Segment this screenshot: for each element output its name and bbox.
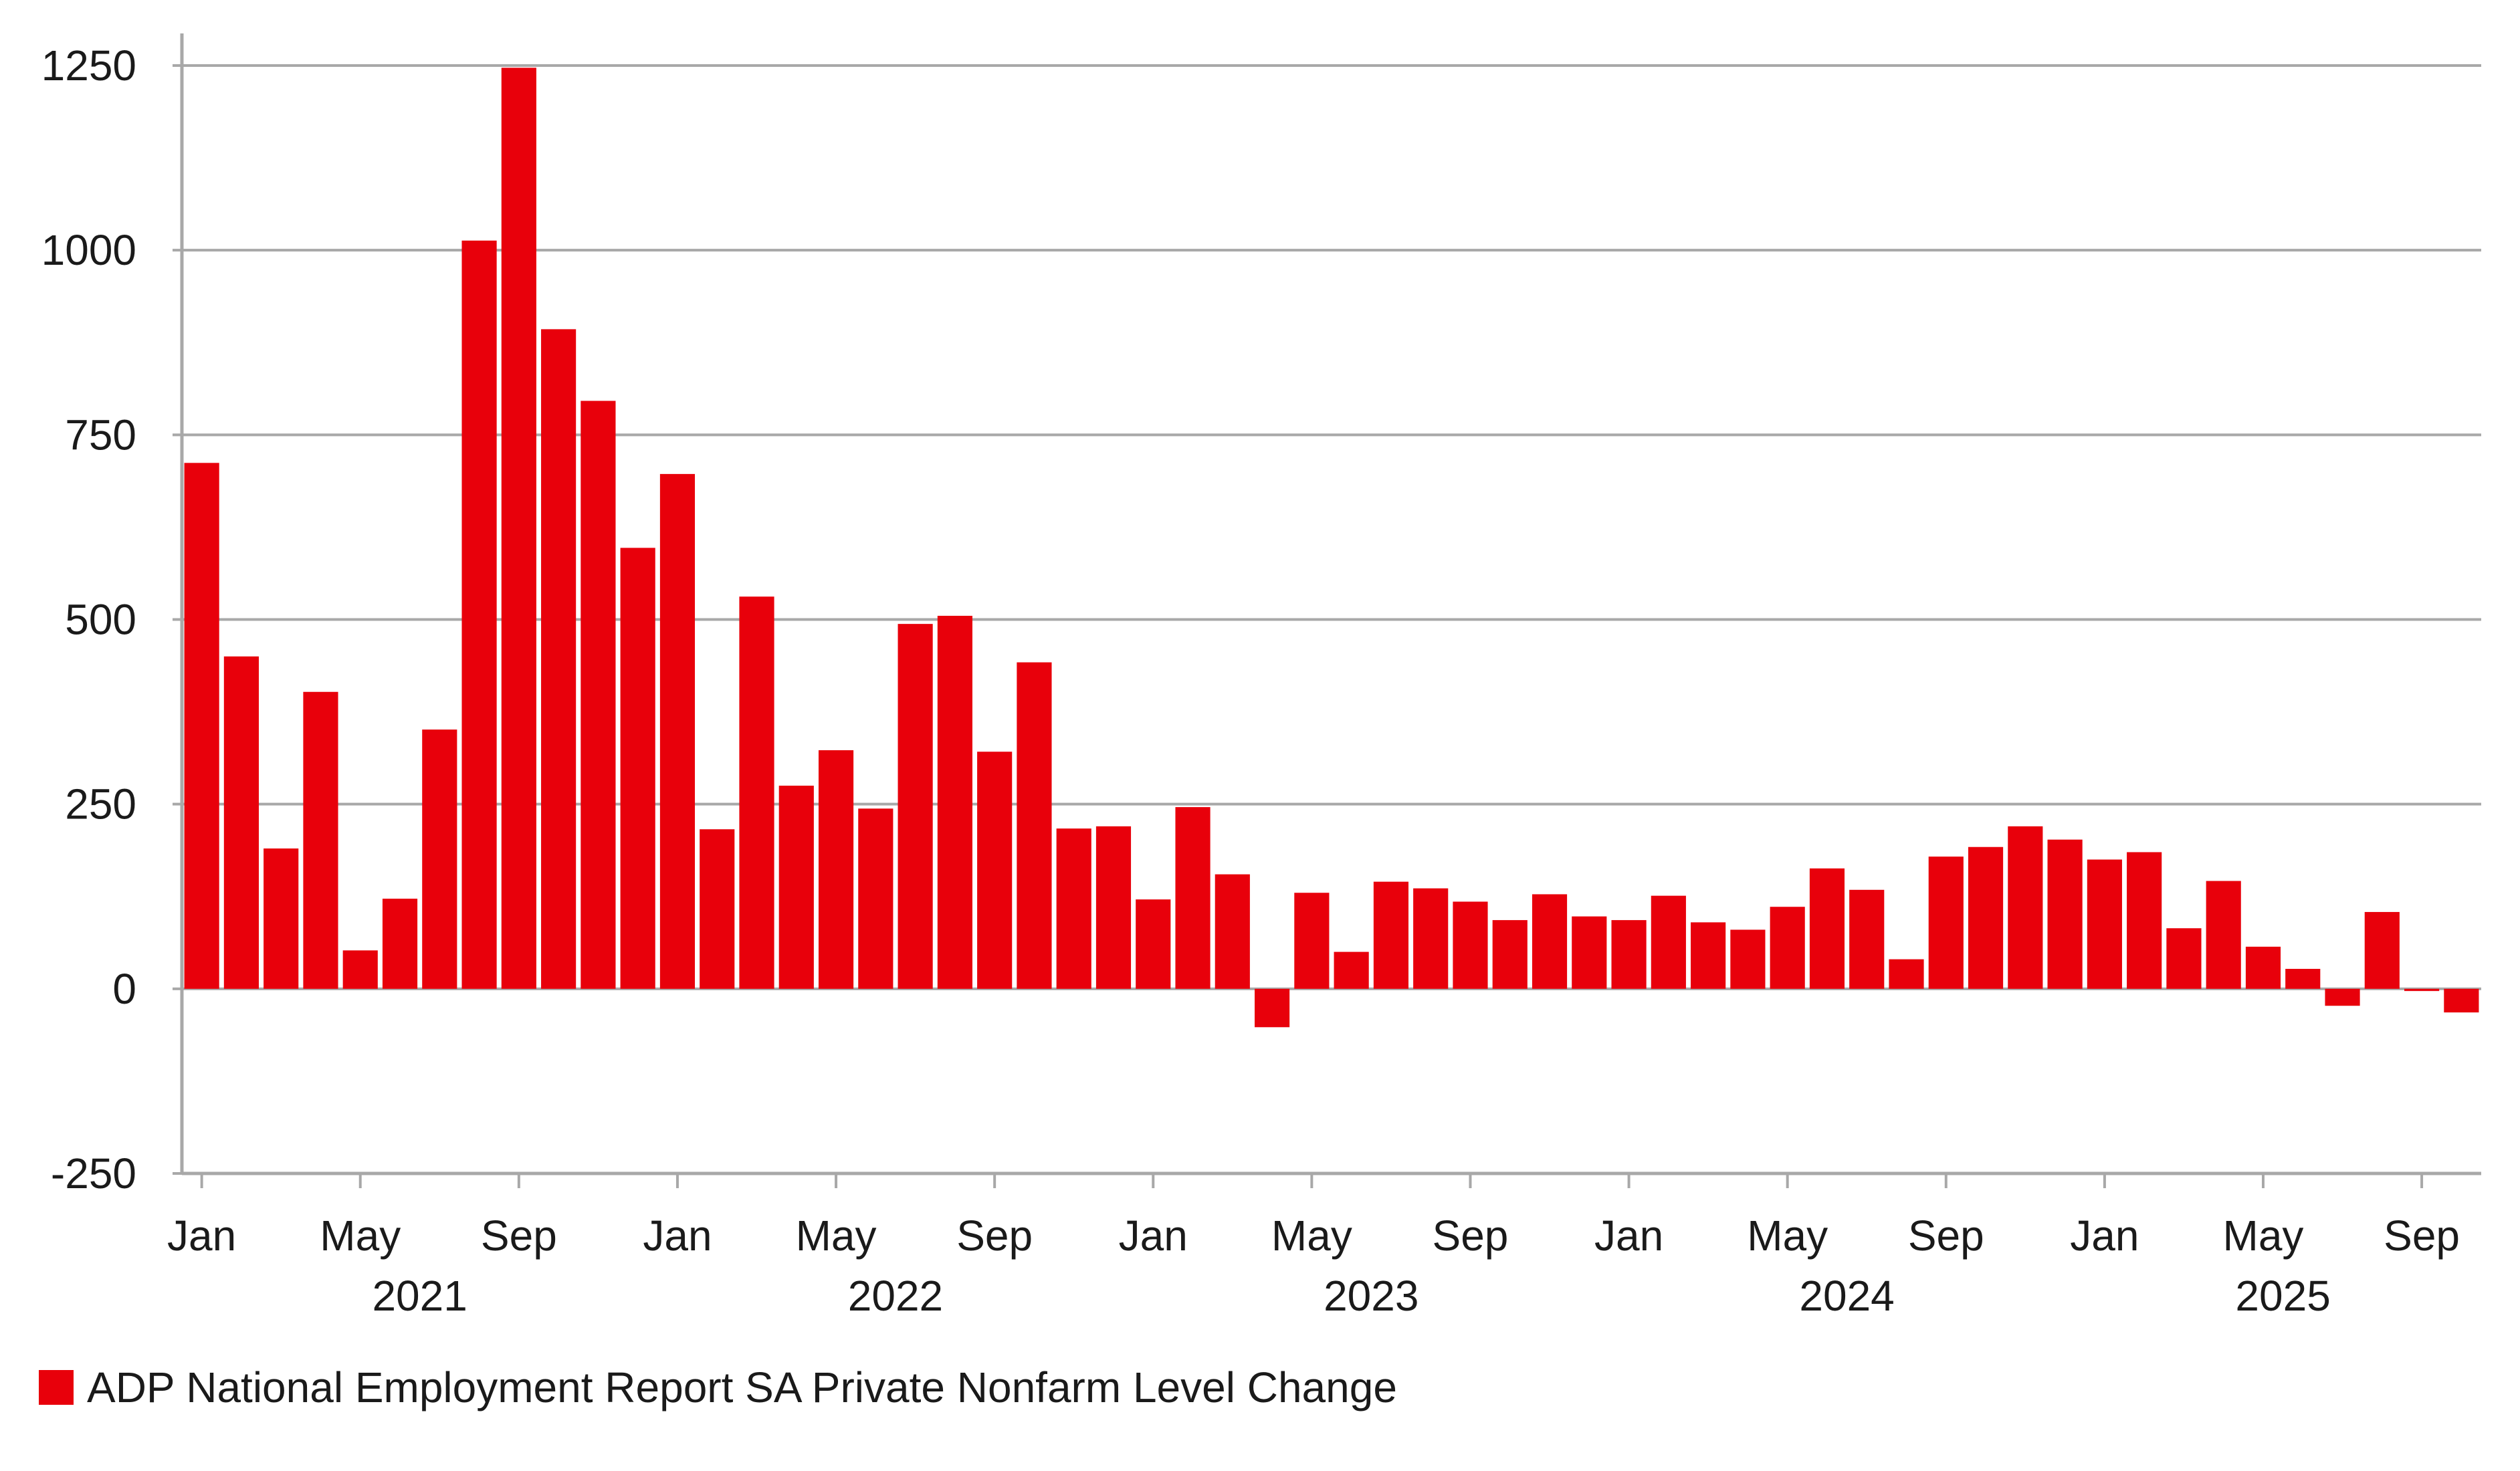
x-tick-label: Sep <box>1433 1212 1509 1260</box>
bar <box>1968 846 2004 989</box>
x-tick-label: May <box>320 1212 401 1260</box>
x-tick-labels: Jan May Sep Jan May Sep Jan May Sep Jan May Sep Jan M… <box>167 1212 2460 1260</box>
bar <box>1492 920 1528 989</box>
bar <box>1294 893 1330 989</box>
x-tick-label: Jan <box>643 1212 712 1260</box>
bar <box>739 596 774 989</box>
bar <box>184 463 219 989</box>
bar <box>1651 895 1686 989</box>
bar <box>1255 988 1290 1028</box>
bar <box>2047 839 2083 989</box>
x-tick-label: Jan <box>1119 1212 1188 1260</box>
bar <box>581 401 616 989</box>
x-tick-label: Jan <box>2070 1212 2139 1260</box>
bar <box>1572 916 1607 989</box>
bar <box>1056 828 1091 989</box>
year-label: 2023 <box>1324 1272 1419 1320</box>
x-tick-label: Sep <box>1908 1212 1984 1260</box>
bar <box>620 548 655 989</box>
bar <box>1889 959 1924 989</box>
bar <box>1136 899 1171 989</box>
year-label: 2021 <box>372 1272 467 1320</box>
bar <box>977 752 1013 989</box>
bar <box>2245 946 2281 989</box>
axes <box>180 33 2481 1188</box>
bar <box>1770 907 1805 989</box>
x-tick-label: Sep <box>481 1212 557 1260</box>
bar <box>2206 881 2241 989</box>
bar <box>1532 894 1568 989</box>
bar <box>2127 852 2162 989</box>
bar <box>1809 868 1845 989</box>
legend-label: ADP National Employment Report SA Privat… <box>87 1363 1397 1411</box>
y-tick-label: 750 <box>65 411 136 459</box>
bar <box>700 829 735 989</box>
bar <box>818 750 854 989</box>
bar <box>422 729 457 989</box>
x-tick-label: Sep <box>2384 1212 2460 1260</box>
bar <box>461 240 497 989</box>
bar <box>1611 920 1647 989</box>
bar <box>2285 969 2321 989</box>
y-tick-label: -250 <box>51 1149 136 1198</box>
bar <box>2364 911 2400 989</box>
x-tick-label: Jan <box>167 1212 236 1260</box>
bar <box>303 691 338 989</box>
bar <box>2087 859 2122 989</box>
x-tick-label: May <box>796 1212 877 1260</box>
bar <box>1095 826 1132 989</box>
bar <box>1175 807 1211 989</box>
x-tick-label: Sep <box>956 1212 1033 1260</box>
legend: ADP National Employment Report SA Privat… <box>39 1363 1397 1411</box>
bar <box>1691 922 1726 989</box>
x-tick-label: May <box>1271 1212 1352 1260</box>
bar <box>659 473 696 989</box>
bar <box>342 950 378 989</box>
bar <box>1849 889 1885 989</box>
bar <box>541 329 576 989</box>
year-label: 2022 <box>848 1272 943 1320</box>
x-tick-label: May <box>1747 1212 1828 1260</box>
year-labels: 2021 2022 2023 2024 2025 <box>372 1272 2330 1320</box>
bar <box>858 808 894 989</box>
bar <box>2008 826 2043 989</box>
y-tick-label: 1000 <box>41 226 136 274</box>
bar <box>2444 988 2479 1013</box>
bar <box>898 624 933 989</box>
bar <box>1215 874 1250 989</box>
bar <box>1334 951 1369 989</box>
bar <box>937 615 972 989</box>
x-tick-label: May <box>2223 1212 2304 1260</box>
bar <box>778 786 814 989</box>
y-tick-label: 1250 <box>41 41 136 90</box>
bar <box>1453 901 1488 989</box>
bar <box>1373 881 1408 989</box>
bar <box>2404 988 2440 992</box>
y-tick-label: 500 <box>65 596 136 644</box>
bar <box>1017 662 1052 989</box>
x-tick-label: Jan <box>1594 1212 1663 1260</box>
year-label: 2025 <box>2235 1272 2330 1320</box>
bar <box>1730 929 1766 989</box>
bar <box>223 656 259 989</box>
bar <box>382 899 418 989</box>
y-tick-labels: -250 0 250 500 750 1000 1250 <box>41 41 136 1198</box>
legend-swatch <box>39 1370 74 1405</box>
bar <box>264 848 299 989</box>
bar <box>2325 988 2360 1006</box>
bar <box>2166 928 2202 989</box>
bar <box>1928 857 1964 989</box>
bar-series <box>184 68 2479 1028</box>
y-tick-label: 250 <box>65 780 136 828</box>
bar <box>1413 888 1449 989</box>
bar <box>501 68 536 989</box>
y-tick-label: 0 <box>112 965 136 1013</box>
year-label: 2024 <box>1799 1272 1894 1320</box>
